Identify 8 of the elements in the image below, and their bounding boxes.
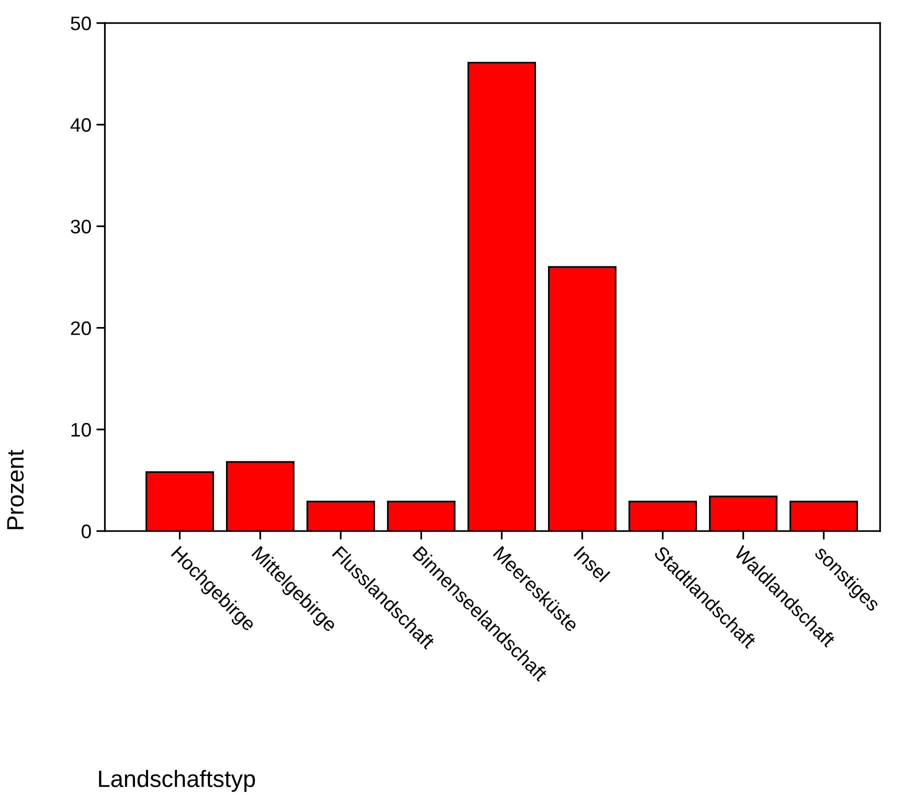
y-axis-title: Prozent [7,450,24,530]
y-tick-label: 50 [70,16,91,30]
x-axis-title: Landschaftstyp [99,770,255,792]
y-tick-label: 0 [82,524,91,538]
y-tick-label: 40 [70,118,91,132]
y-tick-label: 20 [71,321,91,336]
y-tick-label: 10 [72,422,91,437]
y-tick-label: 30 [70,220,91,234]
